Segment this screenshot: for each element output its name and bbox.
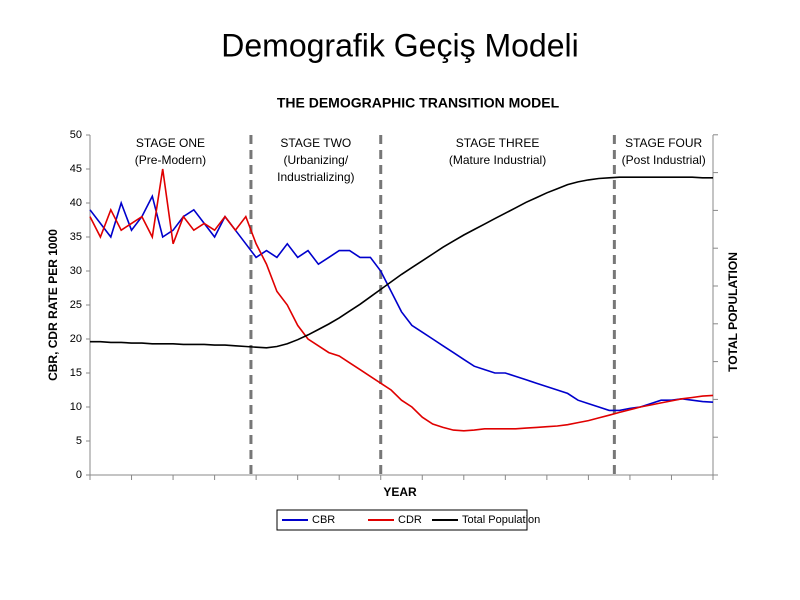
stage-description: (Mature Industrial) bbox=[449, 153, 546, 167]
series-line bbox=[90, 176, 713, 349]
y-tick-label: 35 bbox=[70, 231, 82, 243]
y-tick-label: 0 bbox=[76, 469, 82, 481]
stage-description: (Urbanizing/ bbox=[283, 153, 348, 167]
y-tick-label: 20 bbox=[70, 333, 82, 345]
stage-description: (Pre-Modern) bbox=[135, 153, 206, 167]
y-tick-label: 30 bbox=[70, 265, 82, 277]
series-line bbox=[89, 168, 714, 432]
stage-name: STAGE FOUR bbox=[625, 136, 702, 150]
chart-title: THE DEMOGRAPHIC TRANSITION MODEL bbox=[277, 95, 560, 111]
y-tick-label: 10 bbox=[70, 401, 82, 413]
legend-label: Total Population bbox=[462, 514, 540, 526]
y-tick-label: 45 bbox=[70, 163, 82, 175]
slide-title: Demografik Geçiş Modeli bbox=[221, 27, 578, 63]
y-tick-label: 5 bbox=[76, 435, 82, 447]
stage-description: (Post Industrial) bbox=[622, 153, 706, 167]
y-tick-label: 40 bbox=[70, 197, 82, 209]
y-tick-label: 50 bbox=[70, 129, 82, 141]
stage-name: STAGE TWO bbox=[280, 136, 351, 150]
series-line bbox=[89, 193, 714, 412]
stage-name: STAGE ONE bbox=[136, 136, 205, 150]
y-tick-label: 25 bbox=[70, 299, 82, 311]
stage-description: Industrializing) bbox=[277, 170, 354, 184]
y2-axis-label: TOTAL POPULATION bbox=[726, 252, 740, 372]
legend-label: CDR bbox=[398, 514, 422, 526]
y-tick-label: 15 bbox=[70, 367, 82, 379]
x-axis-label: YEAR bbox=[383, 485, 417, 499]
stage-name: STAGE THREE bbox=[456, 136, 540, 150]
legend-box bbox=[276, 509, 528, 531]
y-axis-label: CBR, CDR RATE PER 1000 bbox=[46, 229, 60, 381]
legend-label: CBR bbox=[312, 514, 335, 526]
